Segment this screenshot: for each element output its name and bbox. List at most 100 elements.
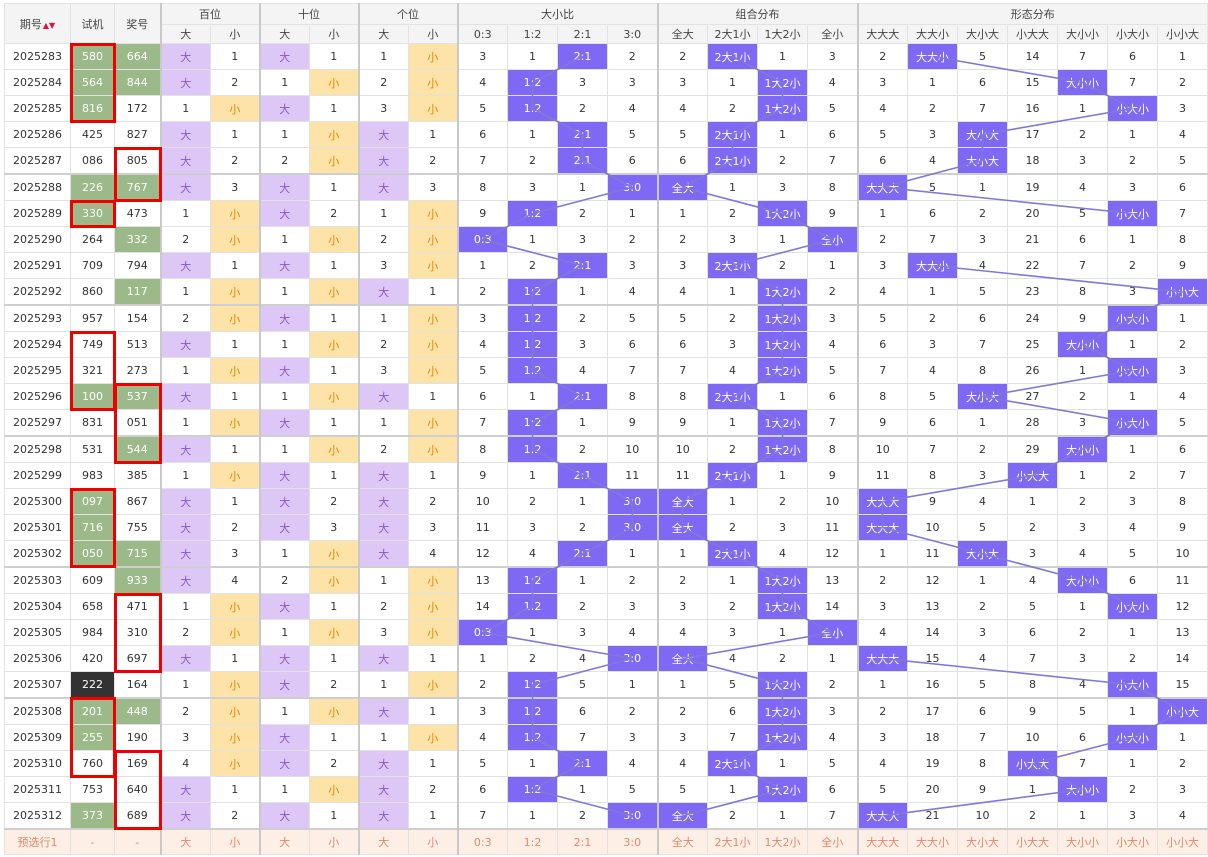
combo-miss-cell: 2 <box>657 697 708 725</box>
form-miss-cell: 2 <box>957 593 1008 620</box>
sort-icon[interactable]: ▲▼ <box>42 20 56 30</box>
preselect-prize-dash: - <box>114 828 162 855</box>
form-miss-cell: 1 <box>857 671 908 699</box>
ratio-miss-cell: 6 <box>457 776 508 803</box>
preselect-option[interactable]: 大小小 <box>1057 828 1108 855</box>
preselect-option[interactable]: 小大小 <box>1107 828 1158 855</box>
combo-miss-cell: 7 <box>707 724 758 751</box>
preselect-option[interactable]: 小 <box>210 828 261 855</box>
ones-small-cell: 小 <box>408 619 459 646</box>
form-miss-cell: 9 <box>957 776 1008 803</box>
preselect-option[interactable]: 小 <box>408 828 459 855</box>
period-cell: 2025307 <box>4 671 71 699</box>
table-row: 2025284 564 844 大 2 1 小 2 小 4 1:2 3 3 3 1 1大2小 4 3 1 6 15 大小小… <box>4 69 1208 96</box>
combo-miss-cell: 1 <box>707 488 758 515</box>
form-miss-cell: 8 <box>1057 278 1108 306</box>
ones-big-cell: 大 <box>358 802 409 830</box>
hundreds-big-cell: 大 <box>160 331 211 358</box>
combo-miss-cell: 1 <box>657 671 708 699</box>
preselect-option[interactable]: 0:3 <box>457 828 508 855</box>
period-header[interactable]: 期号▲▼ <box>4 3 71 44</box>
trial-number-cell: 709 <box>70 252 115 279</box>
ratio-miss-cell: 2 <box>607 226 659 253</box>
table-row: 2025296 100 537 大 1 1 小大 1 6 1 2:1 8 8 2大1小 1 6 8 5 大小大 27 2… <box>4 383 1208 410</box>
ones-big-cell: 大 <box>358 173 409 201</box>
ratio-miss-cell: 4 <box>557 357 608 384</box>
prize-number-cell: 844 <box>114 69 162 96</box>
preselect-option[interactable]: 大 <box>259 828 310 855</box>
prize-number-cell: 385 <box>114 462 162 489</box>
ratio-hit-cell: 1:2 <box>507 200 558 227</box>
hundreds-big-cell: 大 <box>160 121 211 148</box>
form-miss-cell: 5 <box>1157 409 1208 437</box>
form-miss-cell: 7 <box>907 226 958 253</box>
form-miss-cell: 7 <box>907 435 958 463</box>
period-cell: 2025308 <box>4 697 71 725</box>
ratio-miss-cell: 2 <box>557 200 608 227</box>
combo-miss-cell: 2 <box>707 514 758 541</box>
form-miss-cell: 4 <box>957 645 1008 672</box>
preselect-option[interactable]: 小小大 <box>1157 828 1208 855</box>
table-row: 2025299 983 385 1 小大 1 大 1 9 1 2:1 11 11 2大1小 1 9 11 8 3 小大… <box>4 462 1208 489</box>
form-hit-cell: 大大大 <box>857 802 908 830</box>
table-row: 2025312 373 689 大 2 大 1 大 1 7 1 2 3:0 全大 2 1 7 大大大 21 10 2 1 3… <box>4 802 1208 830</box>
ratio-miss-cell: 6 <box>607 331 659 358</box>
preselect-option[interactable]: 大小大 <box>957 828 1008 855</box>
ratio-miss-cell: 4 <box>607 750 659 777</box>
ratio-miss-cell: 2 <box>507 147 558 175</box>
ones-small-cell: 小 <box>408 409 459 437</box>
preselect-option[interactable]: 全大 <box>657 828 708 855</box>
form-miss-cell: 3 <box>857 252 908 279</box>
hundreds-small-cell: 小 <box>210 697 261 725</box>
ratio-hit-cell: 3:0 <box>607 645 659 672</box>
form-miss-cell: 15 <box>907 645 958 672</box>
preselect-option[interactable]: 全小 <box>807 828 859 855</box>
preselect-row[interactable]: 预选行1- - 大小大小大小 0:3 1:2 2:1 3:0 全大 2大1小 1大2小 全小 大大大大… <box>4 828 1208 855</box>
form-miss-cell: 2 <box>1107 776 1158 803</box>
trial-number-cell: 086 <box>70 147 115 175</box>
hundreds-big-cell: 大 <box>160 252 211 279</box>
table-row: 2025295 321 273 1 小大 1 3 小 5 1:2 4 7 7 4 1大2小 5 7 4 8 26 1 小大… <box>4 357 1208 384</box>
preselect-option[interactable]: 小 <box>309 828 360 855</box>
ratio-miss-cell: 9 <box>607 409 659 437</box>
ones-big-cell: 1 <box>358 304 409 332</box>
preselect-option[interactable]: 1大2小 <box>757 828 808 855</box>
form-miss-cell: 2 <box>1057 121 1108 148</box>
tens-big-cell: 大 <box>259 671 310 699</box>
ratio-hit-cell: 2:1 <box>557 252 608 279</box>
ratio-miss-cell: 14 <box>457 593 508 620</box>
hundreds-small-cell: 小 <box>210 619 261 646</box>
form-miss-cell: 6 <box>1157 435 1208 463</box>
tens-small-cell: 1 <box>309 43 360 70</box>
preselect-option[interactable]: 大大小 <box>907 828 958 855</box>
form-miss-cell: 2 <box>857 697 908 725</box>
form-miss-cell: 7 <box>1007 645 1058 672</box>
form-miss-cell: 4 <box>957 252 1008 279</box>
tens-small-cell: 1 <box>309 304 360 332</box>
preselect-option[interactable]: 小大大 <box>1007 828 1058 855</box>
preselect-option[interactable]: 1:2 <box>507 828 558 855</box>
preselect-option[interactable]: 2大1小 <box>707 828 758 855</box>
ratio-miss-cell: 1 <box>557 488 608 515</box>
tens-big-cell: 1 <box>259 121 310 148</box>
preselect-option[interactable]: 大 <box>358 828 409 855</box>
table-row: 2025308 201 448 2 小 1 小大 1 3 1:2 6 2 2 6 1大2小 3 2 17 6 9 5 1 小… <box>4 697 1208 725</box>
period-cell: 2025291 <box>4 252 71 279</box>
form-miss-cell: 5 <box>1157 147 1208 175</box>
tens-big-cell: 2 <box>259 147 310 175</box>
preselect-option[interactable]: 3:0 <box>607 828 659 855</box>
preselect-option[interactable]: 大 <box>160 828 211 855</box>
preselect-option[interactable]: 2:1 <box>557 828 608 855</box>
ratio-miss-cell: 3 <box>607 252 659 279</box>
preselect-option[interactable]: 大大大 <box>857 828 908 855</box>
form-miss-cell: 4 <box>957 488 1008 515</box>
tens-big-cell: 大 <box>259 514 310 541</box>
ratio-miss-cell: 6 <box>607 147 659 175</box>
ratio-miss-cell: 2 <box>457 278 508 306</box>
ratio-hit-cell: 1:2 <box>507 409 558 437</box>
ratio-miss-cell: 3 <box>557 69 608 96</box>
ones-small-cell: 小 <box>408 200 459 227</box>
hundreds-small-cell: 小 <box>210 278 261 306</box>
form-miss-cell: 18 <box>1007 147 1058 175</box>
tens-small-cell: 小 <box>309 540 360 568</box>
